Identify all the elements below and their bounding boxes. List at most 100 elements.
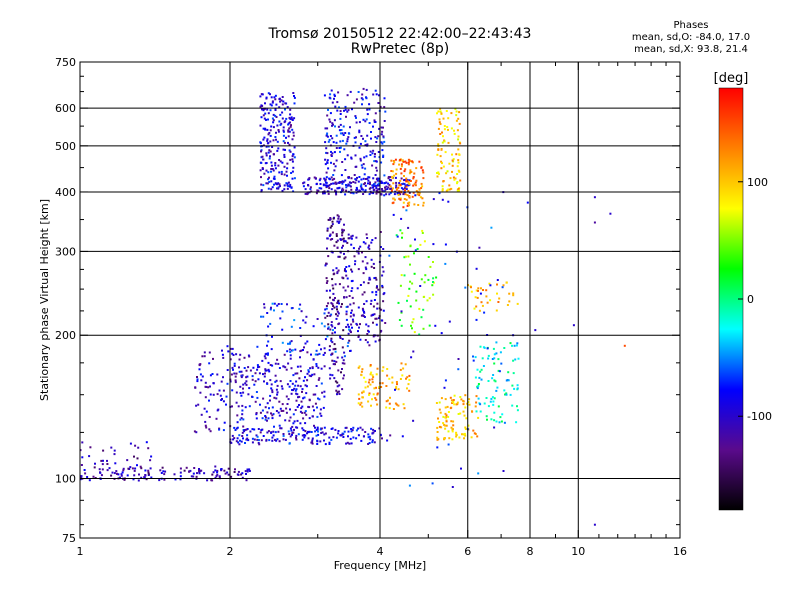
data-point <box>339 335 342 338</box>
data-point <box>342 134 345 136</box>
data-point <box>259 411 262 414</box>
data-point <box>266 382 269 385</box>
data-point <box>374 112 377 115</box>
data-point <box>338 255 341 258</box>
data-point <box>381 149 384 152</box>
data-point <box>269 150 272 153</box>
data-point <box>417 204 420 206</box>
data-point <box>332 123 334 126</box>
data-point <box>388 254 391 257</box>
data-point <box>359 185 362 188</box>
data-point <box>267 340 270 343</box>
chart-title: Tromsø 20150512 22:42:00–22:43:43 <box>268 26 532 42</box>
data-point <box>330 89 333 92</box>
data-point <box>84 472 87 475</box>
data-point <box>293 177 296 180</box>
data-point <box>485 289 488 292</box>
data-point <box>457 161 460 164</box>
data-point <box>395 181 398 184</box>
data-point <box>308 178 311 181</box>
data-point <box>205 426 208 429</box>
data-point <box>329 373 332 376</box>
data-point <box>394 176 397 179</box>
data-point <box>505 393 508 396</box>
data-point <box>437 417 439 420</box>
data-point <box>269 134 272 137</box>
data-point <box>326 159 329 162</box>
data-point <box>492 347 495 350</box>
data-point <box>445 172 448 175</box>
data-point <box>386 439 389 442</box>
data-point <box>368 193 371 196</box>
data-point <box>302 185 305 188</box>
data-point <box>435 402 438 404</box>
data-point <box>450 420 453 423</box>
data-point <box>459 396 462 398</box>
data-point <box>340 181 343 183</box>
data-point <box>324 179 327 182</box>
data-point <box>404 168 407 171</box>
data-point <box>244 406 247 409</box>
data-point <box>422 308 425 311</box>
data-point <box>121 471 124 474</box>
data-point <box>364 380 367 383</box>
data-point <box>337 369 340 372</box>
data-point <box>316 415 319 418</box>
data-point <box>207 386 210 389</box>
data-point <box>503 389 506 392</box>
data-point <box>270 306 272 309</box>
data-point <box>283 173 286 176</box>
data-point <box>227 350 230 353</box>
data-point <box>419 196 422 199</box>
data-point <box>337 269 340 272</box>
data-point <box>200 413 203 416</box>
data-point <box>386 368 389 370</box>
data-point <box>275 131 277 134</box>
data-point <box>257 439 260 441</box>
data-point <box>267 118 269 121</box>
data-point <box>274 362 277 365</box>
data-point <box>299 303 302 306</box>
data-point <box>246 428 249 430</box>
data-point <box>475 318 478 321</box>
data-point <box>444 398 447 401</box>
data-point <box>276 149 279 152</box>
data-point <box>222 389 225 392</box>
data-point <box>400 177 403 180</box>
data-point <box>413 331 416 334</box>
data-point <box>235 353 238 356</box>
data-point <box>270 387 273 390</box>
data-point <box>468 398 471 401</box>
data-point <box>299 327 302 329</box>
data-point <box>244 382 247 385</box>
data-point <box>457 135 460 138</box>
data-point <box>287 430 290 433</box>
data-point <box>376 184 379 187</box>
data-point <box>256 364 259 367</box>
data-point <box>357 330 359 333</box>
data-point <box>208 428 211 431</box>
data-point <box>331 124 333 127</box>
data-point <box>302 182 305 185</box>
data-point <box>264 372 266 375</box>
data-point <box>388 184 391 186</box>
data-point <box>264 368 267 371</box>
data-point <box>92 475 95 478</box>
data-point <box>322 183 325 186</box>
data-point <box>408 201 411 204</box>
data-point <box>122 467 125 470</box>
data-point <box>358 146 361 149</box>
data-point <box>370 265 373 268</box>
data-point <box>415 179 418 182</box>
data-point <box>312 325 315 328</box>
data-point <box>267 325 270 328</box>
data-point <box>262 138 265 141</box>
data-point <box>464 434 467 437</box>
data-point <box>260 116 263 119</box>
data-point <box>428 297 431 300</box>
data-point <box>389 191 392 194</box>
data-point <box>337 181 340 184</box>
data-point <box>366 134 369 137</box>
data-point <box>394 388 396 391</box>
